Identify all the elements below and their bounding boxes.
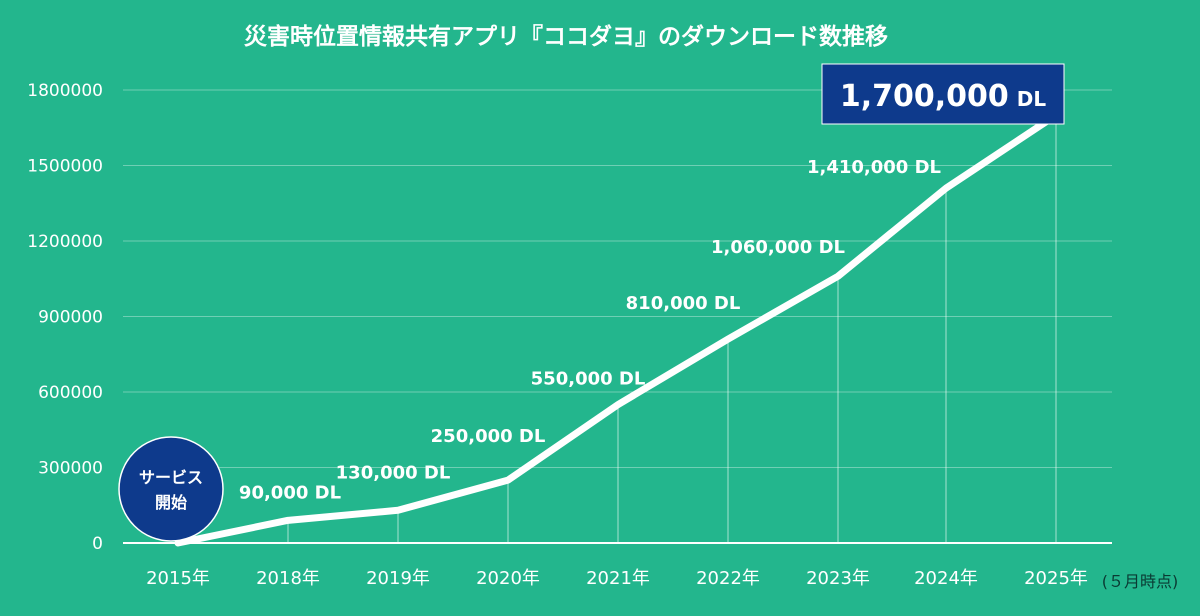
x-tick-label: 2025年 xyxy=(1024,568,1088,589)
y-tick-label: 600000 xyxy=(38,383,103,403)
date-note: (５月時点) xyxy=(1102,572,1179,591)
y-tick-label: 1500000 xyxy=(27,157,103,177)
y-tick-label: 900000 xyxy=(38,308,103,328)
y-tick-label: 0 xyxy=(92,534,103,554)
data-label: 130,000 DL xyxy=(336,462,451,483)
data-label: 90,000 DL xyxy=(239,482,341,503)
x-tick-label: 2022年 xyxy=(696,568,760,589)
data-label: 1,410,000 DL xyxy=(807,157,941,178)
highlight-value: 1,700,000 DL xyxy=(840,79,1047,114)
badge-line1: サービス xyxy=(139,468,203,487)
chart-title: 災害時位置情報共有アプリ『ココダヨ』のダウンロード数推移 xyxy=(244,23,888,50)
data-label: 1,060,000 DL xyxy=(711,237,845,258)
x-tick-label: 2019年 xyxy=(366,568,430,589)
data-label: 250,000 DL xyxy=(431,426,546,447)
x-tick-label: 2024年 xyxy=(914,568,978,589)
x-tick-label: 2015年 xyxy=(146,568,210,589)
x-tick-label: 2018年 xyxy=(256,568,320,589)
series-line xyxy=(174,111,1060,547)
y-tick-label: 300000 xyxy=(38,459,103,479)
data-label: 810,000 DL xyxy=(626,293,741,314)
data-label: 550,000 DL xyxy=(531,369,646,390)
y-tick-label: 1800000 xyxy=(27,81,103,101)
x-tick-label: 2020年 xyxy=(476,568,540,589)
x-tick-label: 2021年 xyxy=(586,568,650,589)
x-tick-label: 2023年 xyxy=(806,568,870,589)
highlight-box: 1,700,000 DL xyxy=(821,63,1065,125)
badge-line2: 開始 xyxy=(155,493,187,512)
y-tick-label: 1200000 xyxy=(27,232,103,252)
